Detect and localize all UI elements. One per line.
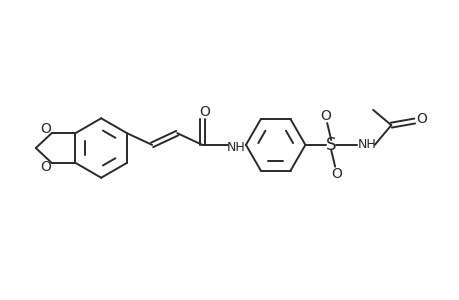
Text: O: O [40,160,51,174]
Text: O: O [198,105,209,119]
Text: O: O [331,167,342,181]
Text: S: S [325,136,336,154]
Text: O: O [40,122,51,136]
Text: O: O [415,112,426,126]
Text: NH: NH [226,141,245,154]
Text: NH: NH [357,138,375,152]
Text: O: O [319,109,330,123]
